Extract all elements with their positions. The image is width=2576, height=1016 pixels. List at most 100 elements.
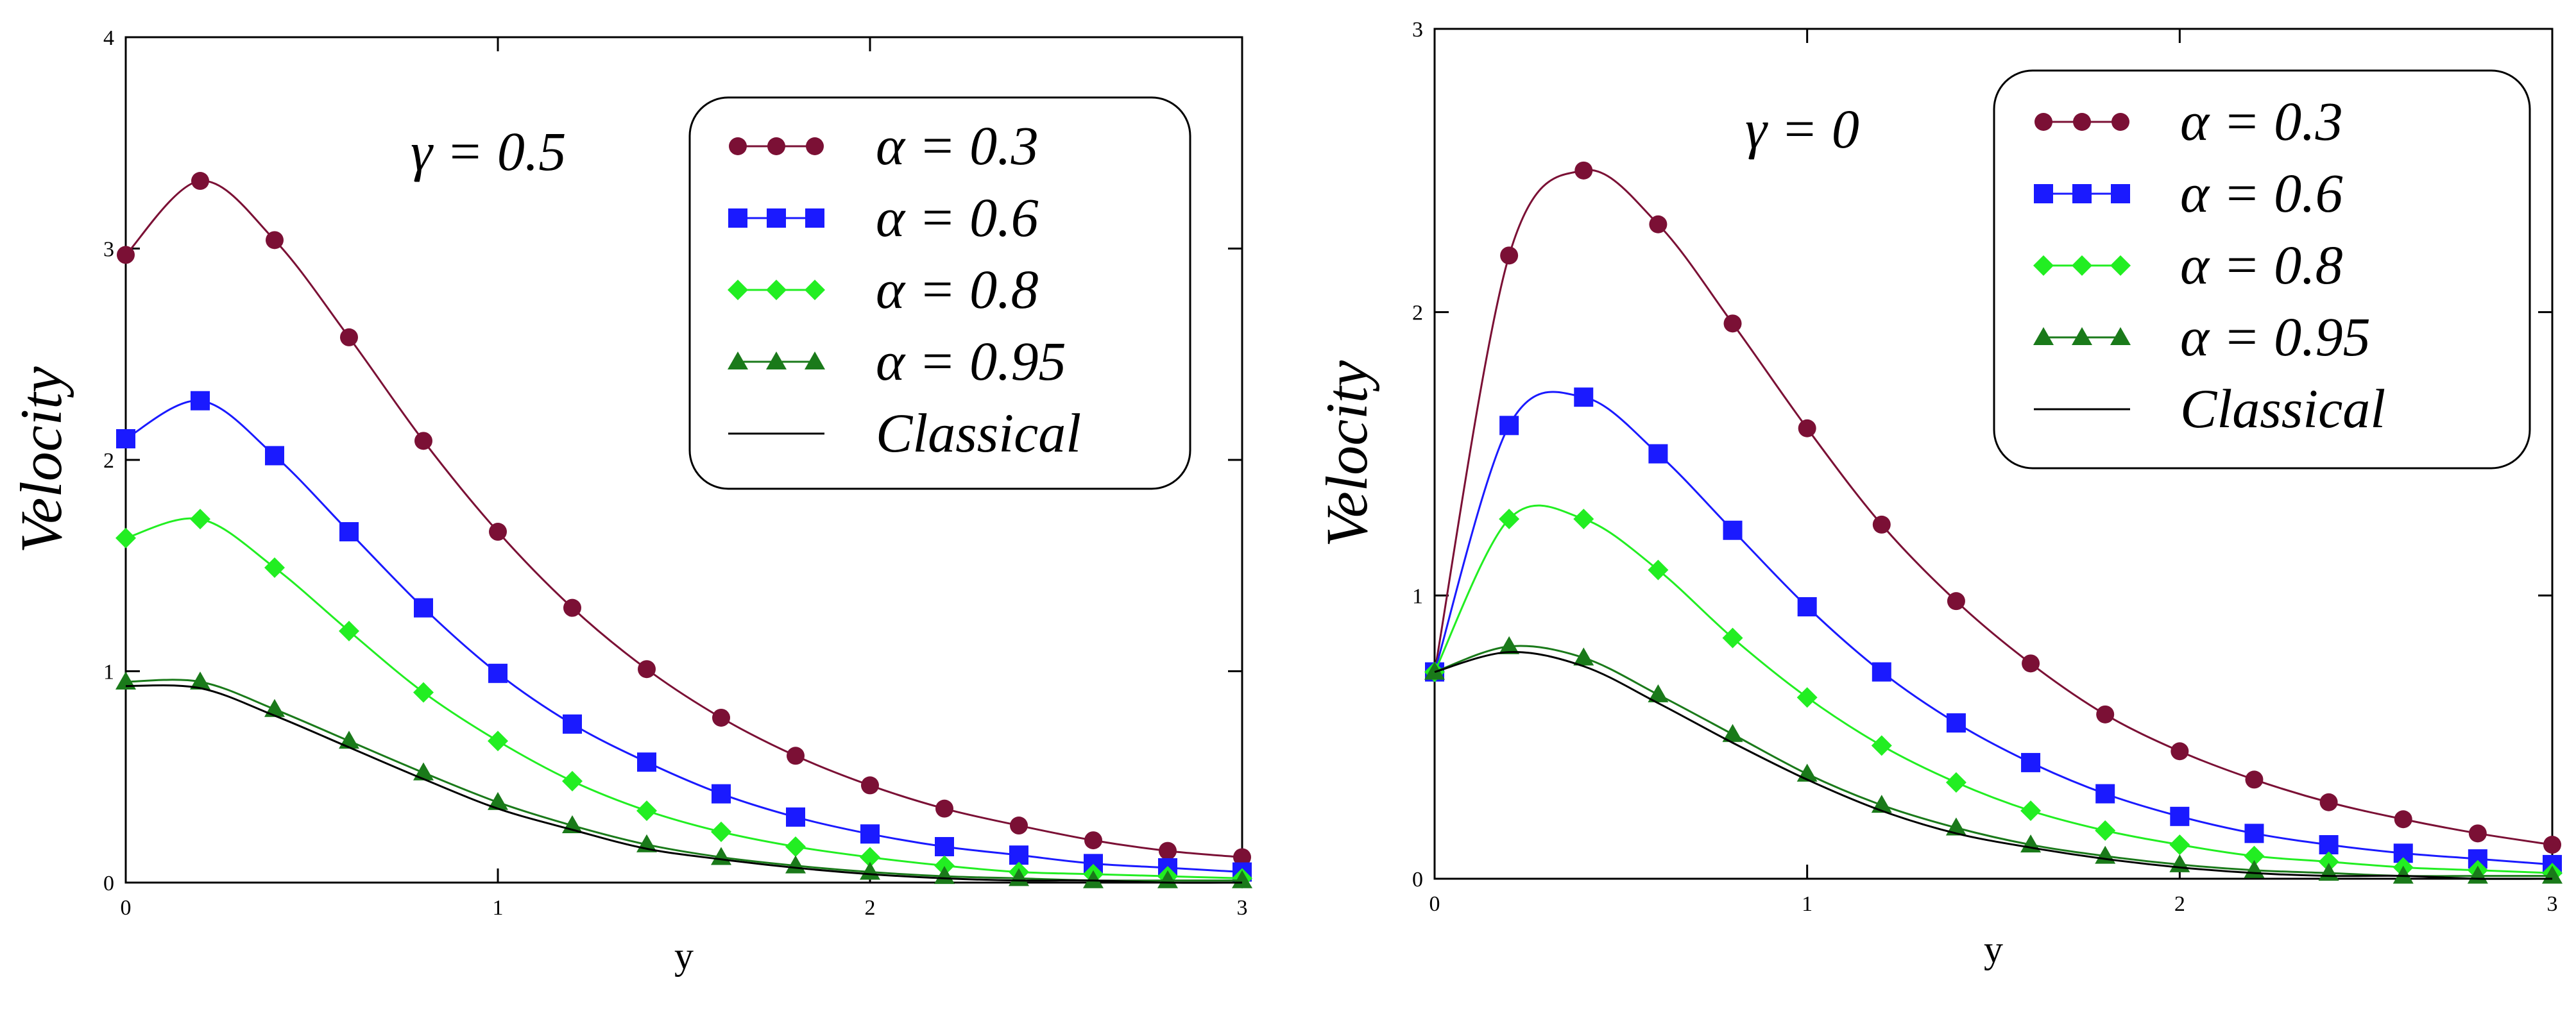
data-point [1157,870,1178,888]
data-point [339,731,359,749]
y-tick-label: 2 [103,449,114,473]
plot-frame [1433,28,2554,880]
series-line-4 [125,679,1242,882]
gamma-annotation: γ = 0 [1745,98,1859,160]
data-point [2318,851,2339,872]
data-point [2021,752,2041,772]
data-point [934,855,955,876]
legend-marker [767,208,786,228]
data-point [1798,419,1816,437]
y-tick-label: 0 [1412,868,1423,892]
legend-item: α = 0.8 [2033,234,2343,296]
legend-marker [2110,327,2131,345]
legend-item: α = 0.6 [728,187,1039,248]
x-tick-label: 1 [1802,892,1813,916]
x-tick-label: 3 [1237,896,1248,920]
data-point [1648,559,1669,580]
data-point [1499,509,1520,530]
legend: α = 0.3 α = 0.6 α = 0.8 α = 0.95 Classical [688,96,1191,490]
data-point [1946,713,1966,733]
data-point [1945,772,1966,793]
legend-marker [766,280,787,300]
legend-item: Classical [728,402,1081,464]
data-point [340,328,358,346]
data-point [264,698,285,717]
legend-marker [728,208,747,228]
data-point [1573,509,1594,530]
legend-marker [2072,184,2092,203]
data-point [711,821,731,842]
x-axis-label: y [674,935,694,977]
data-point [414,432,432,450]
data-point [1083,870,1104,888]
data-point [2244,845,2265,867]
data-point [2244,824,2264,843]
legend-label: α = 0.8 [876,258,1039,320]
legend-marker [805,351,825,369]
legend-box [1993,69,2531,470]
data-point [1233,848,1251,867]
legend-marker [766,351,787,369]
data-point [1872,515,1891,534]
x-tick-label: 0 [1429,892,1440,916]
x-tick-label: 3 [2547,892,2558,916]
y-axis-label: Velocity [1314,360,1379,547]
data-point [1945,817,1966,836]
data-point [2543,836,2561,854]
data-point [116,429,135,449]
legend-marker [2034,113,2052,131]
data-point [2171,742,2189,761]
data-point [637,752,656,772]
y-tick-label: 4 [103,26,114,50]
legend-label: α = 0.6 [876,187,1039,248]
legend-marker [729,137,747,155]
y-tick-label: 1 [103,661,114,684]
legend-marker [2073,113,2091,131]
legend-label: α = 0.6 [2180,162,2343,224]
x-tick-label: 1 [493,896,504,920]
data-point [563,598,581,617]
legend-label: Classical [876,402,1081,464]
data-point [786,807,805,827]
data-point [488,792,508,810]
legend-label: Classical [2180,378,2385,439]
series-line-3 [1433,504,2553,874]
legend-marker [2072,255,2092,276]
legend-marker [2033,327,2054,345]
data-point [190,671,210,690]
data-point [489,523,507,541]
data-point [339,620,359,641]
data-point [190,509,210,530]
legend-label: α = 0.95 [2180,306,2371,368]
data-point [2245,770,2264,789]
data-point [1648,684,1669,702]
data-point [115,671,136,690]
y-tick-label: 1 [1412,584,1423,608]
x-axis-label: y [1984,928,2003,970]
legend-label: α = 0.3 [2180,90,2343,152]
data-point [2020,800,2042,821]
data-point [488,663,508,683]
data-point [1500,246,1519,265]
data-point [1009,868,1029,886]
data-point [414,598,433,618]
legend-box [688,96,1191,490]
data-point [265,446,284,466]
data-point [1573,647,1594,666]
data-point [2319,793,2338,811]
data-point [638,660,656,679]
data-point [1722,627,1743,648]
legend-item: Classical [2034,378,2385,439]
data-point [2169,834,2190,855]
data-point [2319,835,2339,854]
legend-item: α = 0.6 [2034,162,2343,224]
legend-marker [2072,327,2092,345]
data-point [2468,824,2487,843]
data-point [2096,705,2115,724]
data-point [1947,592,1965,611]
x-tick-label: 2 [2174,892,2185,916]
legend-marker [2034,184,2053,203]
data-point [712,708,730,727]
